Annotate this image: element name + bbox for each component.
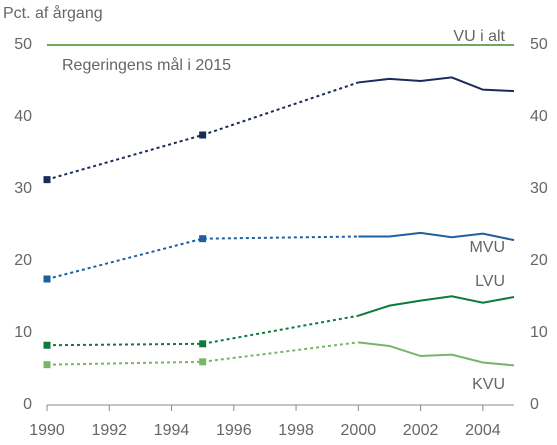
y2-tick-label: 10 — [530, 324, 548, 341]
x-tick-label: 2002 — [403, 422, 439, 439]
marker — [43, 176, 51, 184]
line — [358, 231, 515, 242]
marker — [43, 275, 51, 283]
series-label: LVU — [475, 273, 505, 290]
series-label: KVU — [472, 376, 505, 393]
line — [358, 341, 515, 367]
marker — [43, 361, 51, 369]
y2-tick-label: 20 — [530, 252, 548, 269]
x-tick-label: 2004 — [465, 422, 501, 439]
x-tick-label: 1998 — [278, 422, 314, 439]
marker — [199, 235, 207, 243]
y-tick-label: 0 — [23, 396, 32, 413]
line — [358, 76, 515, 93]
y-axis-title: Pct. af årgang — [3, 4, 103, 22]
y2-tick-label: 50 — [530, 36, 548, 53]
marker — [199, 358, 207, 366]
y2-tick-label: 40 — [530, 108, 548, 125]
y-tick-label: 40 — [14, 108, 32, 125]
marker — [43, 341, 51, 349]
target-label: Regeringens mål i 2015 — [62, 56, 231, 74]
marker — [199, 340, 207, 348]
line — [358, 295, 515, 317]
y-tick-label: 20 — [14, 252, 32, 269]
x-tick-label: 1992 — [91, 422, 127, 439]
line-dashed — [46, 235, 359, 280]
line-dashed — [46, 81, 359, 181]
series-label: MVU — [469, 239, 505, 256]
x-tick-label: 2000 — [341, 422, 377, 439]
y-tick-label: 30 — [14, 180, 32, 197]
series-label: VU i alt — [453, 28, 505, 45]
y-tick-label: 50 — [14, 36, 32, 53]
x-tick-label: 1994 — [154, 422, 190, 439]
y-tick-label: 10 — [14, 324, 32, 341]
line-dashed — [46, 341, 359, 366]
y2-tick-label: 0 — [530, 396, 539, 413]
y2-tick-label: 30 — [530, 180, 548, 197]
marker — [199, 131, 207, 139]
x-tick-label: 1990 — [29, 422, 65, 439]
x-tick-label: 1996 — [216, 422, 252, 439]
